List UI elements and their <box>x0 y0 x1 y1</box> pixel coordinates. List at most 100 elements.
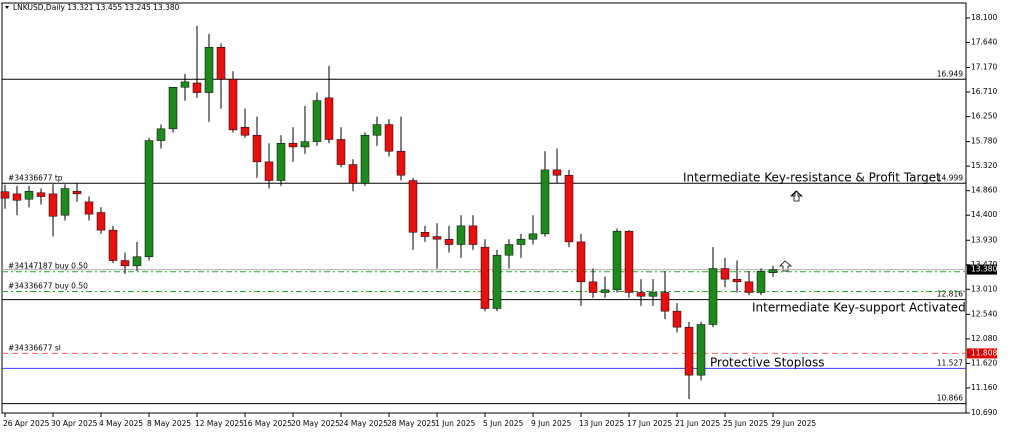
up-arrow <box>779 260 793 272</box>
candle-body <box>240 126 250 136</box>
candle-body <box>540 169 550 235</box>
x-tick-label: 26 Apr 2025 <box>3 419 50 428</box>
candle-body <box>36 192 46 197</box>
candle-body <box>576 241 586 283</box>
candle-body <box>468 225 478 245</box>
candle-body <box>204 47 214 93</box>
annotation: Intermediate Key-resistance & Profit Tar… <box>683 171 941 185</box>
price-label-box <box>967 348 997 359</box>
candle-body <box>12 193 22 201</box>
y-tick-label: 13.470 <box>971 260 997 269</box>
candle-body <box>600 289 610 293</box>
y-tick-label: 18.100 <box>971 13 997 22</box>
order-label: #34336677 buy 0.50 <box>8 281 88 290</box>
y-tick-label: 11.160 <box>971 383 997 392</box>
y-tick-label: 17.640 <box>971 37 997 46</box>
candle-body <box>648 292 658 297</box>
candle-body <box>312 100 322 142</box>
price-label-box <box>967 264 997 275</box>
y-tick-label: 11.620 <box>971 358 997 367</box>
x-tick-label: 5 Jun 2025 <box>483 419 524 428</box>
candle-body <box>492 254 502 309</box>
y-tick-label: 17.170 <box>971 63 997 72</box>
candle-body <box>132 256 142 267</box>
x-tick-label: 8 May 2025 <box>147 419 191 428</box>
candle-body <box>720 268 730 280</box>
x-tick-label: 16 May 2025 <box>243 419 292 428</box>
candle-body <box>348 164 358 184</box>
level-label: 11.527 <box>937 358 963 367</box>
candle-body <box>360 134 370 184</box>
x-tick-label: 9 Jun 2025 <box>531 419 572 428</box>
candle-body <box>84 201 94 215</box>
y-tick-label: 13.010 <box>971 284 997 293</box>
x-tick-label: 13 Jun 2025 <box>579 419 624 428</box>
menu-arrow <box>5 6 9 9</box>
candle-body <box>408 180 418 233</box>
candle-body <box>744 281 754 293</box>
candle-body <box>708 268 718 325</box>
price-label: 13.380 <box>971 265 997 274</box>
candle-body <box>516 238 526 245</box>
candle-body <box>108 229 118 261</box>
candle-body <box>768 269 778 273</box>
candle-body <box>216 47 226 80</box>
candle-body <box>432 236 442 240</box>
order-label: #34336677 sl <box>8 343 61 352</box>
candle-body <box>396 150 406 176</box>
price-label: 11.808 <box>971 348 997 357</box>
candle-body <box>24 190 34 200</box>
candle-body <box>624 230 634 293</box>
candle-body <box>588 281 598 293</box>
y-tick-label: 16.710 <box>971 87 997 96</box>
candle-body <box>324 97 334 140</box>
candle-body <box>372 124 382 136</box>
candle-body <box>444 238 454 245</box>
x-tick-label: 17 Jun 2025 <box>627 419 672 428</box>
y-tick-label: 15.320 <box>971 161 997 170</box>
x-tick-label: 30 Apr 2025 <box>51 419 98 428</box>
x-tick-label: 12 May 2025 <box>195 419 244 428</box>
candle-body <box>180 81 190 88</box>
y-tick-label: 10.690 <box>971 408 997 417</box>
candle-body <box>336 139 346 165</box>
plot-frame <box>1 2 967 414</box>
candle-body <box>96 212 106 231</box>
candle-body <box>252 134 262 163</box>
y-tick-label: 16.250 <box>971 112 997 121</box>
x-tick-label: 4 May 2025 <box>99 419 143 428</box>
candle-body <box>696 324 706 376</box>
x-tick-label: 1 Jun 2025 <box>435 419 476 428</box>
candle-body <box>552 169 562 176</box>
candle-body <box>300 141 310 148</box>
candle-body <box>732 278 742 283</box>
candle-body <box>168 86 178 130</box>
order-label: #34147187 buy 0.50 <box>8 262 88 271</box>
candle-body <box>120 260 130 267</box>
candle-body <box>0 191 10 199</box>
candle-body <box>564 174 574 243</box>
candle-body <box>144 140 154 258</box>
level-label: 14.999 <box>937 173 963 182</box>
candle-body <box>528 233 538 240</box>
candle-body <box>756 270 766 293</box>
candle-body <box>660 292 670 312</box>
candle-body <box>684 326 694 376</box>
candle-body <box>636 292 646 297</box>
candle-body <box>60 188 70 216</box>
candle-body <box>384 124 394 152</box>
candle-body <box>420 232 430 237</box>
y-tick-label: 15.780 <box>971 137 997 146</box>
y-tick-label: 14.860 <box>971 186 997 195</box>
y-tick-label: 13.930 <box>971 235 997 244</box>
candle-body <box>264 161 274 181</box>
x-tick-label: 29 Jun 2025 <box>771 419 816 428</box>
candle-body <box>288 142 298 148</box>
y-tick-label: 12.080 <box>971 334 997 343</box>
candle-body <box>456 225 466 245</box>
annotation: Protective Stoploss <box>710 356 825 370</box>
candle-body <box>228 78 238 131</box>
y-tick-label: 14.400 <box>971 210 997 219</box>
up-arrow <box>790 190 804 202</box>
candle-body <box>156 128 166 141</box>
